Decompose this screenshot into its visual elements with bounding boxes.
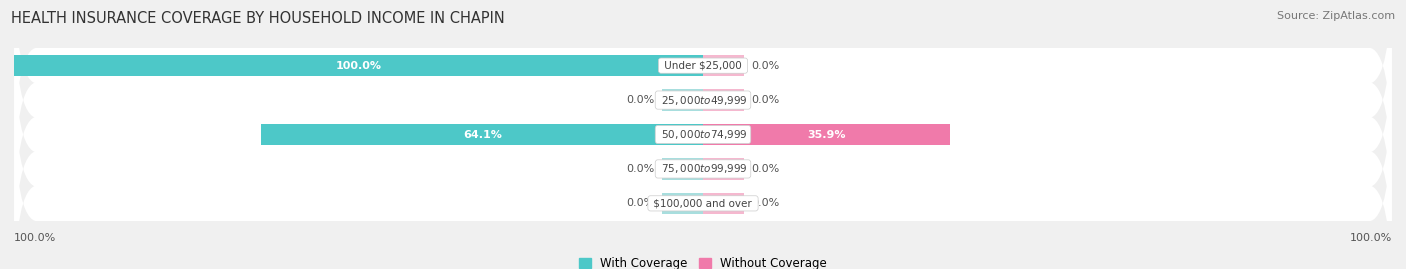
Text: 35.9%: 35.9%: [807, 129, 846, 140]
Text: 0.0%: 0.0%: [627, 198, 655, 208]
Text: $100,000 and over: $100,000 and over: [651, 198, 755, 208]
Bar: [703, 89, 744, 111]
Bar: [14, 55, 703, 76]
Bar: [703, 55, 744, 76]
FancyBboxPatch shape: [14, 0, 1392, 168]
Text: $75,000 to $99,999: $75,000 to $99,999: [658, 162, 748, 175]
Text: $25,000 to $49,999: $25,000 to $49,999: [658, 94, 748, 107]
Text: Under $25,000: Under $25,000: [661, 61, 745, 71]
FancyBboxPatch shape: [14, 101, 1392, 269]
Text: 64.1%: 64.1%: [463, 129, 502, 140]
Bar: [662, 158, 703, 180]
Bar: [662, 89, 703, 111]
FancyBboxPatch shape: [14, 66, 1392, 269]
Text: 0.0%: 0.0%: [627, 164, 655, 174]
Text: HEALTH INSURANCE COVERAGE BY HOUSEHOLD INCOME IN CHAPIN: HEALTH INSURANCE COVERAGE BY HOUSEHOLD I…: [11, 11, 505, 26]
FancyBboxPatch shape: [14, 32, 1392, 237]
FancyBboxPatch shape: [14, 0, 1392, 203]
Text: Source: ZipAtlas.com: Source: ZipAtlas.com: [1277, 11, 1395, 21]
Bar: [703, 158, 744, 180]
Bar: [703, 124, 950, 145]
Text: 0.0%: 0.0%: [751, 61, 779, 71]
Text: 100.0%: 100.0%: [14, 233, 56, 243]
Text: 100.0%: 100.0%: [1350, 233, 1392, 243]
Text: $50,000 to $74,999: $50,000 to $74,999: [658, 128, 748, 141]
Text: 0.0%: 0.0%: [627, 95, 655, 105]
Bar: [703, 193, 744, 214]
Bar: [662, 193, 703, 214]
Legend: With Coverage, Without Coverage: With Coverage, Without Coverage: [579, 257, 827, 269]
Text: 0.0%: 0.0%: [751, 164, 779, 174]
Text: 0.0%: 0.0%: [751, 198, 779, 208]
Bar: [262, 124, 703, 145]
Text: 100.0%: 100.0%: [336, 61, 381, 71]
Text: 0.0%: 0.0%: [751, 95, 779, 105]
